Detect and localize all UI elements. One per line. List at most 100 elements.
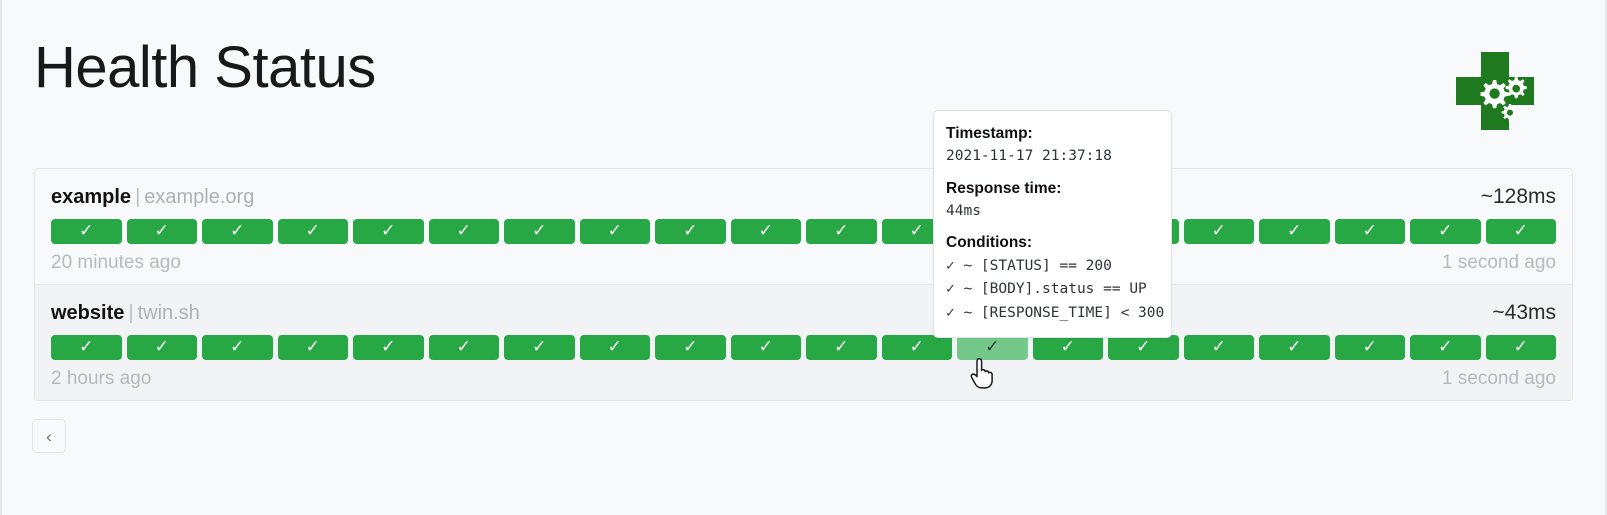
check-icon: ✓ <box>1438 221 1453 241</box>
tooltip-response-time-label: Response time: <box>946 179 1062 197</box>
check-icon: ✓ <box>985 337 1000 357</box>
check-icon: ✓ <box>154 221 169 241</box>
newest-check-label: 1 second ago <box>1441 252 1556 273</box>
service-row: website | twin.sh ~43ms ✓ ✓ ✓ ✓ ✓ ✓ ✓ ✓ ✓ ✓ ✓ ✓ ✓ ✓ ✓ ✓ ✓ ✓… <box>35 284 1572 400</box>
tooltip-condition: ✓ ~ [STATUS] == 200 <box>946 257 1112 274</box>
tooltip-response-time-value: 44ms <box>946 202 981 219</box>
check-icon: ✓ <box>1362 221 1377 241</box>
check-icon: ✓ <box>456 221 471 241</box>
oldest-check-label: 2 hours ago <box>51 368 152 389</box>
check-icon: ✓ <box>1513 221 1528 241</box>
status-bar-list: ✓ ✓ ✓ ✓ ✓ ✓ ✓ ✓ ✓ ✓ ✓ ✓ ✓ ✓ ✓ ✓ ✓ ✓ ✓ ✓ <box>51 335 1556 360</box>
status-bar[interactable]: ✓ <box>957 335 1028 360</box>
service-row-footer: 20 minutes ago 1 second ago <box>51 252 1556 274</box>
status-bar[interactable]: ✓ <box>353 335 424 360</box>
status-bar[interactable]: ✓ <box>202 219 273 244</box>
check-icon: ✓ <box>909 221 924 241</box>
check-icon: ✓ <box>1362 337 1377 357</box>
status-bar[interactable]: ✓ <box>579 219 650 244</box>
check-icon: ✓ <box>305 337 320 357</box>
status-bar[interactable]: ✓ <box>51 219 122 244</box>
tooltip-timestamp-label: Timestamp: <box>946 125 1033 142</box>
status-bar[interactable]: ✓ <box>202 335 273 360</box>
tooltip-conditions-list: ✓ ~ [STATUS] == 200 ✓ ~ [BODY].status == … <box>946 255 1165 325</box>
check-icon: ✓ <box>230 337 245 357</box>
status-bar[interactable]: ✓ <box>1032 335 1103 360</box>
service-separator: | <box>135 186 141 208</box>
services-card: example | example.org ~128ms ✓ ✓ ✓ ✓ ✓ ✓ ✓ ✓ ✓ ✓ ✓ ✓ ✓… <box>34 168 1573 401</box>
status-bar[interactable]: ✓ <box>730 219 801 244</box>
status-bar[interactable]: ✓ <box>1183 335 1254 360</box>
check-icon: ✓ <box>79 221 94 241</box>
status-bar[interactable]: ✓ <box>51 335 122 360</box>
tooltip-timestamp-value: 2021-11-17 21:37:18 <box>946 148 1112 165</box>
service-row-footer: 2 hours ago 1 second ago <box>51 368 1556 390</box>
status-bar[interactable]: ✓ <box>1108 335 1179 360</box>
status-bar[interactable]: ✓ <box>1485 335 1556 360</box>
status-bar[interactable]: ✓ <box>126 219 197 244</box>
check-icon: ✓ <box>607 337 622 357</box>
pagination: ‹ <box>32 419 1605 453</box>
service-group: twin.sh <box>137 302 200 324</box>
service-average-response-time: ~128ms <box>1480 185 1556 208</box>
status-bar[interactable]: ✓ <box>1259 335 1330 360</box>
previous-page-button[interactable]: ‹ <box>32 419 66 453</box>
status-bar[interactable]: ✓ <box>579 335 650 360</box>
tooltip-condition: ✓ ~ [BODY].status == UP <box>946 281 1147 298</box>
service-row-header: example | example.org ~128ms <box>51 185 1556 209</box>
status-bar[interactable]: ✓ <box>353 219 424 244</box>
status-detail-tooltip: Timestamp: 2021-11-17 21:37:18 Response … <box>933 110 1172 339</box>
tooltip-conditions-block: Conditions: ✓ ~ [STATUS] == 200 ✓ ~ [BODY… <box>946 231 1165 325</box>
status-bar[interactable]: ✓ <box>1485 219 1556 244</box>
check-icon: ✓ <box>1060 337 1075 357</box>
status-bar[interactable]: ✓ <box>655 335 726 360</box>
tooltip-timestamp-block: Timestamp: 2021-11-17 21:37:18 <box>946 122 1159 168</box>
status-bar[interactable]: ✓ <box>806 335 877 360</box>
service-row: example | example.org ~128ms ✓ ✓ ✓ ✓ ✓ ✓ ✓ ✓ ✓ ✓ ✓ ✓ ✓… <box>35 169 1572 284</box>
status-bar[interactable]: ✓ <box>1334 335 1405 360</box>
oldest-check-label: 20 minutes ago <box>51 252 181 273</box>
check-icon: ✓ <box>834 337 849 357</box>
check-icon: ✓ <box>1211 221 1226 241</box>
page-header: Health Status <box>2 0 1605 160</box>
tooltip-condition: ✓ ~ [RESPONSE_TIME] < 300 <box>946 304 1165 321</box>
service-row-header: website | twin.sh ~43ms <box>51 301 1556 325</box>
check-icon: ✓ <box>381 221 396 241</box>
status-bar[interactable]: ✓ <box>1183 219 1254 244</box>
check-icon: ✓ <box>683 337 698 357</box>
status-bar[interactable]: ✓ <box>428 219 499 244</box>
check-icon: ✓ <box>230 221 245 241</box>
check-icon: ✓ <box>532 221 547 241</box>
status-bar[interactable]: ✓ <box>1259 219 1330 244</box>
tooltip-response-time-block: Response time: 44ms <box>946 177 1159 223</box>
check-icon: ✓ <box>305 221 320 241</box>
check-icon: ✓ <box>532 337 547 357</box>
check-icon: ✓ <box>683 221 698 241</box>
status-bar[interactable]: ✓ <box>277 335 348 360</box>
newest-check-label: 1 second ago <box>1441 368 1556 389</box>
status-bar[interactable]: ✓ <box>504 335 575 360</box>
status-bar[interactable]: ✓ <box>655 219 726 244</box>
status-bar[interactable]: ✓ <box>730 335 801 360</box>
status-bar[interactable]: ✓ <box>126 335 197 360</box>
check-icon: ✓ <box>909 337 924 357</box>
check-icon: ✓ <box>1211 337 1226 357</box>
gatus-cross-gears-logo <box>1445 44 1545 144</box>
status-bar[interactable]: ✓ <box>1334 219 1405 244</box>
page-title: Health Status <box>34 35 376 100</box>
check-icon: ✓ <box>79 337 94 357</box>
check-icon: ✓ <box>456 337 471 357</box>
status-bar[interactable]: ✓ <box>1410 219 1481 244</box>
status-bar[interactable]: ✓ <box>504 219 575 244</box>
check-icon: ✓ <box>1513 337 1528 357</box>
status-bar[interactable]: ✓ <box>277 219 348 244</box>
service-group: example.org <box>144 186 255 208</box>
check-icon: ✓ <box>834 221 849 241</box>
status-bar[interactable]: ✓ <box>1410 335 1481 360</box>
check-icon: ✓ <box>1287 337 1302 357</box>
status-bar-list: ✓✓✓✓✓✓✓✓✓✓✓✓✓✓✓✓✓✓✓✓ <box>51 219 1556 244</box>
status-bar[interactable]: ✓ <box>428 335 499 360</box>
status-bar[interactable]: ✓ <box>881 335 952 360</box>
status-bar[interactable]: ✓ <box>806 219 877 244</box>
